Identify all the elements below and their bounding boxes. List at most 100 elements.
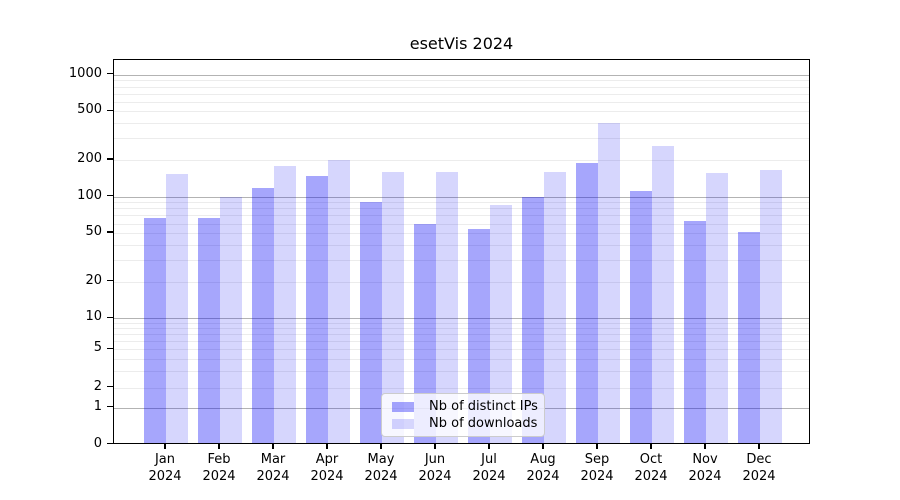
x-tick-label: Oct 2024 [619, 451, 683, 485]
x-tick-label-year: 2024 [472, 469, 506, 484]
bar-distinct-ips-dec [738, 232, 760, 443]
y-tick-mark [107, 442, 113, 445]
x-tick-label-year: 2024 [256, 469, 290, 484]
major-gridline [114, 74, 809, 76]
y-tick-label: 2 [93, 378, 102, 394]
x-tick-label-month: Sep [584, 452, 610, 467]
x-tick-label: Aug 2024 [511, 451, 575, 485]
x-tick-label-year: 2024 [688, 469, 722, 484]
minor-gridline [114, 93, 809, 95]
bar-downloads-sep [598, 122, 620, 443]
x-tick-label: May 2024 [349, 451, 413, 485]
minor-gridline [114, 215, 809, 217]
minor-gridline [114, 101, 809, 103]
x-tick-label-month: Aug [530, 452, 556, 467]
bar-downloads-mar [274, 165, 296, 443]
x-tick-label: Dec 2024 [727, 451, 791, 485]
legend-item-distinct-ips: Nb of distinct IPs [392, 399, 538, 414]
bar-distinct-ips-apr [306, 176, 328, 443]
bar-distinct-ips-nov [684, 220, 706, 443]
minor-gridline [114, 233, 809, 235]
x-tick-mark [326, 443, 328, 449]
x-tick-label-month: Oct [639, 452, 663, 467]
x-tick-mark [218, 443, 220, 449]
x-tick-label: Mar 2024 [241, 451, 305, 485]
x-tick-mark [596, 443, 598, 449]
y-tick-mark [107, 158, 113, 160]
x-tick-mark [758, 443, 760, 449]
y-tick-mark [107, 316, 113, 319]
bar-downloads-jul [490, 205, 512, 443]
y-tick-label: 10 [85, 309, 102, 325]
minor-gridline [114, 123, 809, 125]
x-tick-mark [164, 443, 166, 449]
bar-downloads-aug [544, 172, 566, 443]
legend-label-downloads: Nb of downloads [429, 416, 538, 431]
bar-downloads-oct [652, 145, 674, 443]
x-tick-mark [380, 443, 382, 449]
minor-gridline [114, 281, 809, 283]
legend: Nb of distinct IPs Nb of downloads [381, 393, 545, 437]
bar-downloads-nov [706, 172, 728, 443]
legend-swatch-distinct-ips-icon [392, 401, 414, 412]
y-tick-label: 5 [93, 340, 102, 356]
x-tick-label-year: 2024 [634, 469, 668, 484]
x-tick-label-year: 2024 [742, 469, 776, 484]
x-tick-mark [542, 443, 544, 449]
y-tick-mark [107, 405, 113, 408]
bar-distinct-ips-feb [198, 217, 220, 443]
minor-gridline [114, 387, 809, 389]
x-tick-mark [650, 443, 652, 449]
x-tick-label-month: May [367, 452, 395, 467]
minor-gridline [114, 323, 809, 324]
x-tick-label-month: Jul [481, 452, 497, 467]
x-tick-label-year: 2024 [310, 469, 344, 484]
y-tick-mark [107, 72, 113, 75]
x-tick-mark [272, 443, 274, 449]
x-tick-label: Nov 2024 [673, 451, 737, 485]
x-tick-label-year: 2024 [148, 469, 182, 484]
x-tick-label-year: 2024 [418, 469, 452, 484]
y-tick-label: 100 [77, 187, 102, 203]
y-tick-label: 1000 [68, 65, 102, 81]
major-gridline [114, 196, 809, 198]
x-tick-label-month: Apr [315, 452, 339, 467]
minor-gridline [114, 341, 809, 343]
minor-gridline [114, 223, 809, 225]
y-tick-mark [107, 385, 113, 388]
y-tick-mark [107, 231, 113, 233]
chart-title: esetVis 2024 [409, 34, 514, 53]
bar-distinct-ips-oct [630, 190, 652, 443]
x-tick-label: Feb 2024 [187, 451, 251, 485]
y-tick-label: 50 [85, 224, 102, 240]
minor-gridline [114, 328, 809, 330]
minor-gridline [114, 358, 809, 360]
x-tick-label-month: Dec [746, 452, 772, 467]
x-tick-label-year: 2024 [580, 469, 614, 484]
legend-item-downloads: Nb of downloads [392, 416, 538, 431]
bar-downloads-feb [220, 196, 242, 443]
y-tick-mark [107, 109, 113, 112]
x-tick-label-month: Feb [207, 452, 231, 467]
x-tick-label: Jun 2024 [403, 451, 467, 485]
x-tick-label: Jul 2024 [457, 451, 521, 485]
minor-gridline [114, 80, 809, 82]
y-tick-label: 0 [93, 435, 102, 451]
minor-gridline [114, 138, 809, 140]
bar-distinct-ips-aug [522, 196, 544, 443]
bar-distinct-ips-mar [252, 187, 274, 443]
minor-gridline [114, 202, 809, 204]
x-tick-label: Jan 2024 [133, 451, 197, 485]
major-gridline [114, 318, 809, 320]
minor-gridline [114, 244, 809, 246]
x-tick-mark [434, 443, 436, 449]
x-tick-label: Apr 2024 [295, 451, 359, 485]
x-tick-label-year: 2024 [526, 469, 560, 484]
minor-gridline [114, 208, 809, 210]
y-tick-label: 1 [93, 398, 102, 414]
minor-gridline [114, 111, 809, 113]
bar-downloads-apr [328, 160, 350, 443]
minor-gridline [114, 349, 809, 351]
legend-label-distinct-ips: Nb of distinct IPs [429, 399, 538, 414]
